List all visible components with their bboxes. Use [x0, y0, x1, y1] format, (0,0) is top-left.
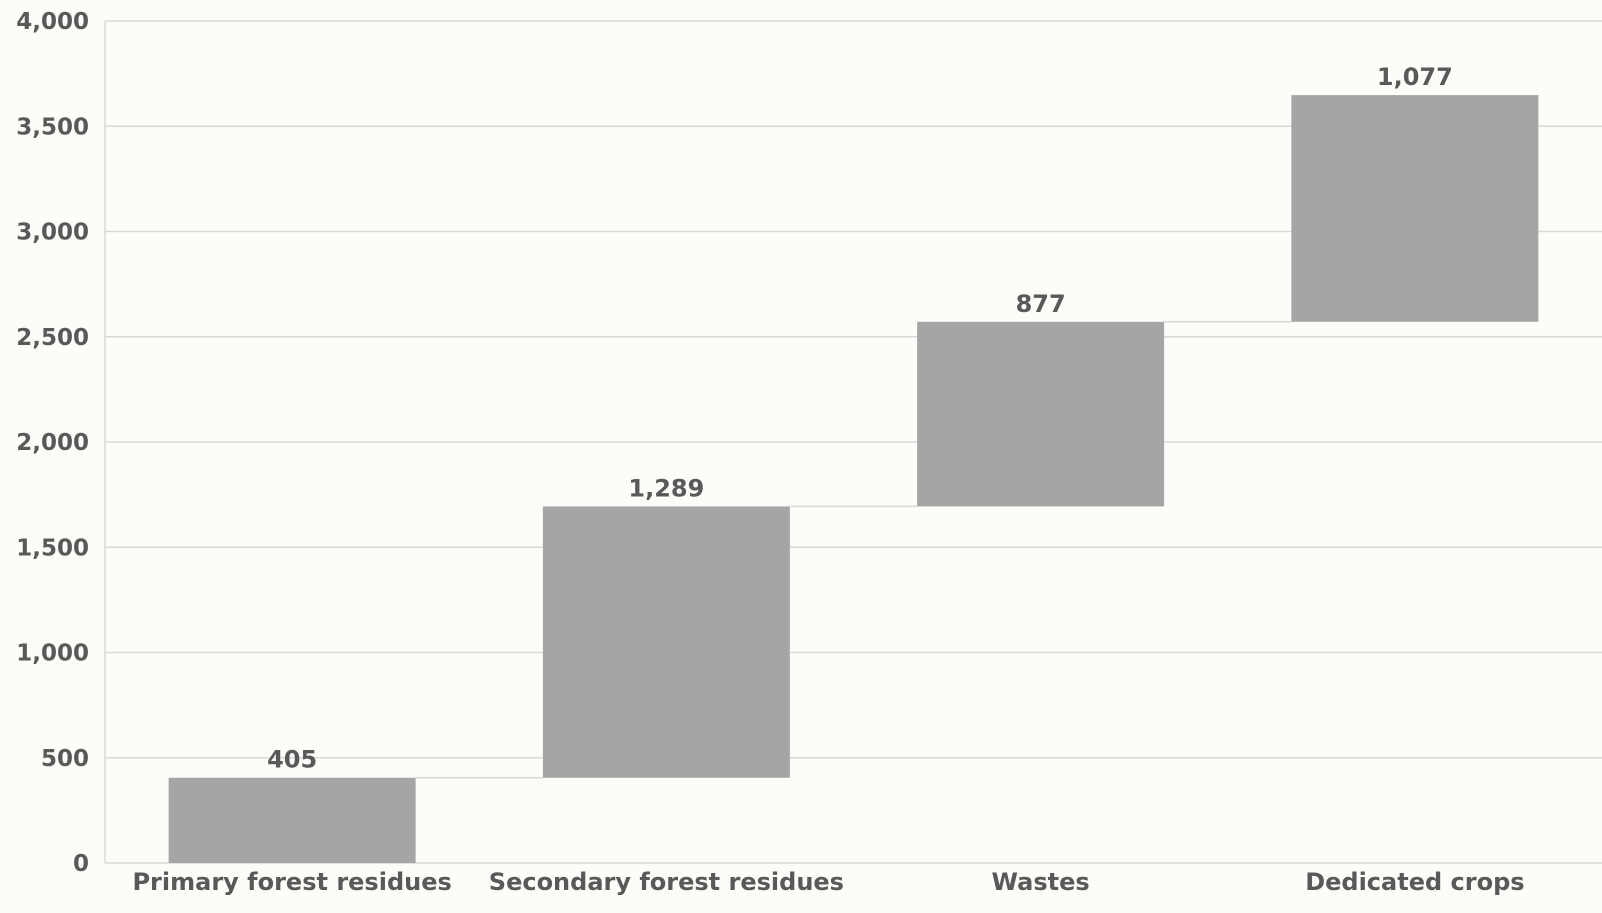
bars [168, 95, 1539, 863]
category-label: Dedicated crops [1305, 868, 1524, 896]
data-label: 1,077 [1377, 63, 1453, 91]
data-labels: 405 1,289 877 1,077 [267, 63, 1453, 774]
y-tick-label: 1,500 [16, 535, 89, 561]
bar [542, 506, 790, 778]
gridlines [104, 20, 1602, 864]
x-axis-category-labels: Primary forest residues Secondary forest … [132, 868, 1524, 896]
y-tick-label: 2,000 [16, 430, 89, 456]
bar [168, 777, 416, 863]
category-label: Secondary forest residues [489, 868, 844, 896]
data-label: 1,289 [628, 474, 704, 502]
category-label: Primary forest residues [132, 868, 451, 896]
y-tick-label: 0 [73, 851, 89, 877]
y-tick-label: 2,500 [16, 325, 89, 351]
y-tick-label: 4,000 [16, 9, 89, 35]
bar [1291, 95, 1539, 322]
category-label: Wastes [992, 868, 1090, 896]
y-tick-label: 500 [41, 746, 89, 772]
y-tick-label: 3,000 [16, 220, 89, 246]
y-axis-tick-labels: 0 500 1,000 1,500 2,000 2,500 3,000 3,500 4,000 [16, 9, 89, 877]
data-label: 877 [1016, 290, 1066, 318]
data-label: 405 [267, 746, 317, 774]
y-tick-label: 1,000 [16, 641, 89, 667]
y-tick-label: 3,500 [16, 114, 89, 140]
bar [917, 321, 1165, 507]
connector-lines [415, 321, 1292, 779]
